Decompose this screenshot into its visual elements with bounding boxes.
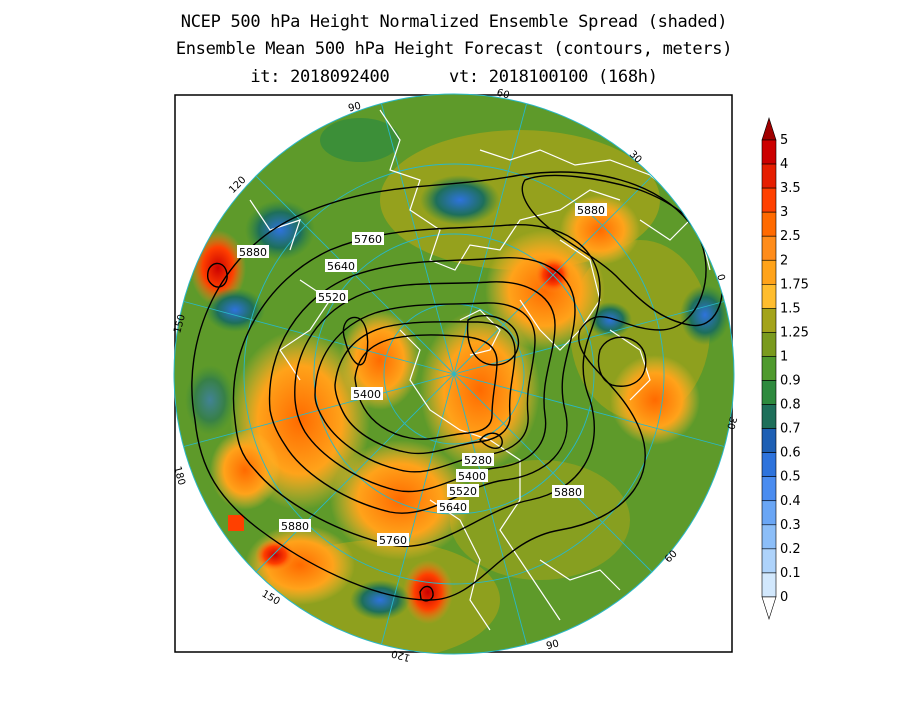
spread-shading <box>174 94 734 654</box>
colorbar-swatch <box>761 332 777 357</box>
colorbar-label: 0.9 <box>780 374 801 389</box>
contour-label: 5760 <box>352 232 384 246</box>
colorbar-label: 3.5 <box>780 181 801 196</box>
svg-text:5880: 5880 <box>554 486 582 499</box>
svg-text:5400: 5400 <box>458 470 486 483</box>
svg-text:5520: 5520 <box>318 291 346 304</box>
colorbar-swatch <box>761 356 777 381</box>
map-title-line-2: Ensemble Mean 500 hPa Height Forecast (c… <box>175 39 733 59</box>
colorbar-swatch <box>761 187 777 213</box>
longitude-label: 90 <box>545 638 560 652</box>
map-title-line-3: it: 2018092400 vt: 2018100100 (168h) <box>250 67 658 87</box>
contour-label: 5400 <box>456 469 488 483</box>
colorbar-swatch <box>761 404 777 429</box>
contour-label: 5280 <box>462 453 494 467</box>
longitude-label: 0 <box>714 273 726 282</box>
colorbar-label: 0.7 <box>780 422 801 437</box>
colorbar-label: 0.3 <box>780 518 801 533</box>
colorbar-swatch <box>761 235 777 261</box>
colorbar-label: 5 <box>780 133 788 148</box>
contour-label: 5520 <box>447 484 479 498</box>
svg-text:5880: 5880 <box>577 204 605 217</box>
colorbar-swatch <box>761 163 777 189</box>
svg-text:5520: 5520 <box>449 485 477 498</box>
longitude-label: 90 <box>347 101 362 115</box>
colorbar-swatch <box>761 283 777 309</box>
colorbar-label: 0.5 <box>780 470 801 485</box>
colorbar-swatch <box>761 500 777 526</box>
map-boundary <box>173 93 735 655</box>
contour-label: 5880 <box>575 203 607 217</box>
contour-label: 5760 <box>377 533 409 547</box>
svg-text:5640: 5640 <box>327 260 355 273</box>
longitude-label: 150 <box>172 313 188 334</box>
contour-label: 5640 <box>325 259 357 273</box>
svg-text:5400: 5400 <box>353 388 381 401</box>
longitude-label: 30 <box>724 415 738 430</box>
colorbar-label: 0 <box>780 590 788 605</box>
colorbar: 5 4 3.5 3 2.5 2 1.75 1.5 1.25 1 0.9 0.8 0.7 0.6 0.5 0.4… <box>761 117 809 620</box>
colorbar-label: 1.5 <box>780 301 801 316</box>
contour-label: 5880 <box>279 519 311 533</box>
contour-label: 5520 <box>316 290 348 304</box>
longitude-label: 180 <box>171 465 187 486</box>
colorbar-swatch <box>761 308 777 333</box>
longitude-label: 120 <box>390 647 411 663</box>
colorbar-bottom-arrow <box>761 596 777 620</box>
colorbar-swatch <box>761 380 777 405</box>
colorbar-label: 1.75 <box>780 277 809 292</box>
colorbar-label: 0.2 <box>780 542 801 557</box>
contour-label: 5880 <box>552 485 584 499</box>
svg-text:5760: 5760 <box>354 233 382 246</box>
longitude-label: 60 <box>495 88 510 102</box>
colorbar-label: 2.5 <box>780 229 801 244</box>
svg-text:5640: 5640 <box>439 501 467 514</box>
colorbar-label: 0.1 <box>780 566 801 581</box>
map-title-line-1: NCEP 500 hPa Height Normalized Ensemble … <box>180 12 728 32</box>
colorbar-swatch <box>761 259 777 285</box>
contour-label: 5880 <box>237 245 269 259</box>
colorbar-label: 1.25 <box>780 325 809 340</box>
colorbar-label: 0.8 <box>780 398 801 413</box>
height-contours <box>191 171 724 602</box>
colorbar-swatch <box>761 524 777 550</box>
colorbar-label: 4 <box>780 157 788 172</box>
colorbar-label: 0.6 <box>780 446 801 461</box>
contour-label-group: 5880 5760 5640 5520 5400 5880 5880 5280 … <box>237 203 607 547</box>
colorbar-swatch <box>761 572 777 598</box>
contour-label: 5400 <box>351 387 383 401</box>
colorbar-swatch <box>761 428 777 453</box>
svg-text:5880: 5880 <box>281 520 309 533</box>
colorbar-swatch <box>761 139 777 165</box>
contour-label: 5640 <box>437 500 469 514</box>
colorbar-top-arrow <box>761 117 777 141</box>
colorbar-label: 0.4 <box>780 494 801 509</box>
colorbar-label: 2 <box>780 253 788 268</box>
colorbar-label: 3 <box>780 205 788 220</box>
colorbar-swatch <box>761 548 777 574</box>
colorbar-label: 1 <box>780 349 788 364</box>
svg-text:5760: 5760 <box>379 534 407 547</box>
svg-text:5880: 5880 <box>239 246 267 259</box>
colorbar-swatch <box>761 211 777 237</box>
colorbar-swatch <box>761 452 777 477</box>
colorbar-swatch <box>761 476 777 502</box>
svg-text:5280: 5280 <box>464 454 492 467</box>
